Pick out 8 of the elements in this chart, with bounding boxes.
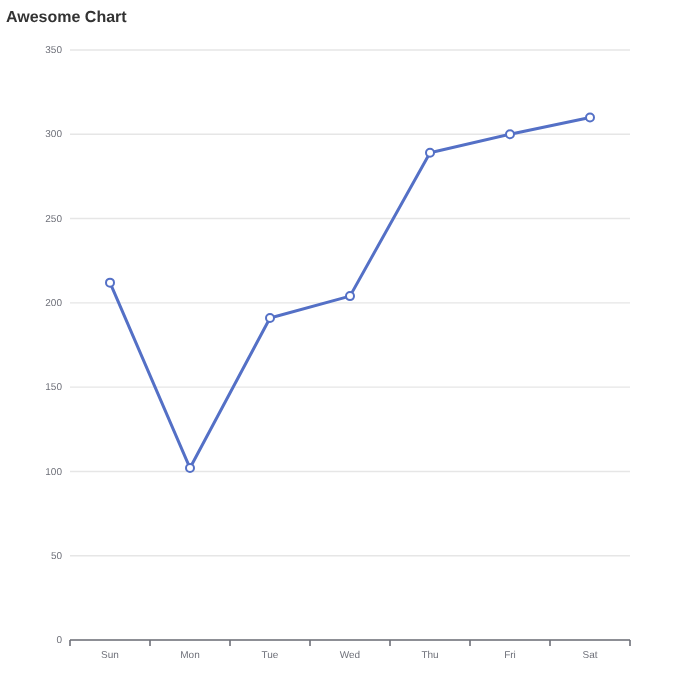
point [105, 277, 115, 288]
point [185, 463, 195, 474]
chart-title: Awesome Chart [6, 8, 128, 26]
point [425, 147, 435, 158]
point [265, 313, 275, 324]
point [585, 112, 595, 123]
point [505, 129, 515, 140]
point [345, 291, 355, 302]
